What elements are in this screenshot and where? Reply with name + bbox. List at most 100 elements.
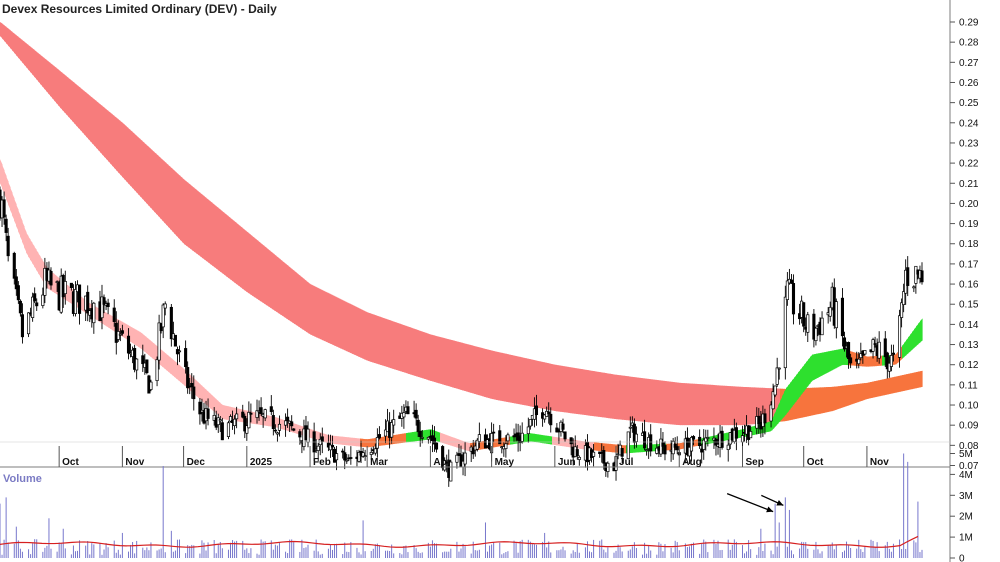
candle-body xyxy=(655,447,659,454)
long-band-segment xyxy=(350,303,353,354)
short-band-segment xyxy=(68,285,71,303)
long-band-segment xyxy=(834,386,837,411)
month-tick-label: Mar xyxy=(370,457,388,468)
candle-body xyxy=(643,431,647,449)
volume-tick-label: 1M xyxy=(959,533,973,544)
short-band-segment xyxy=(238,408,241,422)
long-band-segment xyxy=(266,247,269,307)
long-band-segment xyxy=(700,384,703,426)
long-band-segment xyxy=(836,386,839,410)
long-band-segment xyxy=(448,339,451,387)
candle-body xyxy=(814,327,818,342)
short-band-segment xyxy=(804,362,807,391)
month-tick-label: Feb xyxy=(313,457,331,468)
short-band-segment xyxy=(874,355,877,367)
candle-body xyxy=(286,416,290,421)
long-band-segment xyxy=(500,352,503,401)
short-band-segment xyxy=(198,382,201,400)
long-band-segment xyxy=(82,89,85,135)
short-band-segment xyxy=(346,437,349,446)
long-band-segment xyxy=(274,254,277,312)
short-band-segment xyxy=(806,359,809,389)
long-band-segment xyxy=(692,383,695,426)
short-band-segment xyxy=(510,436,513,445)
long-band-segment xyxy=(418,330,421,378)
long-band-segment xyxy=(460,342,463,391)
month-tick-label: Oct xyxy=(62,457,79,468)
candle-body xyxy=(271,415,275,429)
long-band-segment xyxy=(438,336,441,384)
candle-body xyxy=(463,452,467,465)
long-band-segment xyxy=(442,337,445,385)
long-band-segment xyxy=(54,66,57,103)
candle-body xyxy=(849,357,853,364)
candle-body xyxy=(135,358,139,371)
short-band-segment xyxy=(196,380,199,398)
candle-body xyxy=(112,307,116,322)
short-band-segment xyxy=(22,220,25,248)
long-band-segment xyxy=(154,151,157,214)
long-band-segment xyxy=(504,353,507,402)
short-band-segment xyxy=(902,342,905,359)
candle-body xyxy=(906,267,910,286)
short-band-segment xyxy=(446,434,449,445)
candle-body xyxy=(842,337,847,350)
candle-body xyxy=(443,460,447,471)
short-band-segment xyxy=(136,329,139,347)
candle-body xyxy=(247,412,251,429)
long-band-segment xyxy=(654,379,657,423)
candle-body xyxy=(290,421,294,427)
long-band-segment xyxy=(718,385,721,426)
candle-body xyxy=(277,423,282,431)
long-band-segment xyxy=(264,245,267,305)
long-band-segment xyxy=(402,324,405,373)
candle-body xyxy=(106,302,110,308)
price-tick-label: 0.13 xyxy=(959,340,979,351)
long-band-segment xyxy=(436,335,439,384)
long-band-segment xyxy=(40,54,43,87)
long-band-segment xyxy=(606,373,609,419)
short-band-segment xyxy=(350,437,353,446)
long-band-segment xyxy=(582,369,585,415)
short-band-segment xyxy=(462,440,465,450)
candle-body xyxy=(883,338,887,358)
short-band-segment xyxy=(802,364,805,394)
long-band-segment xyxy=(184,179,187,246)
short-band-segment xyxy=(214,397,217,414)
short-band-segment xyxy=(598,442,601,452)
short-band-segment xyxy=(796,372,799,402)
candle-body xyxy=(543,414,547,420)
short-band-segment xyxy=(148,338,151,357)
long-band-segment xyxy=(886,378,889,395)
price-tick-label: 0.16 xyxy=(959,280,979,291)
volume-panel xyxy=(0,453,923,558)
short-band-segment xyxy=(908,334,911,354)
short-band-segment xyxy=(540,434,543,444)
long-band-segment xyxy=(256,239,259,300)
volume-label: Volume xyxy=(3,473,42,485)
short-band-segment xyxy=(370,438,373,447)
short-band-segment xyxy=(768,421,771,432)
candle-body xyxy=(306,428,310,443)
candle-body xyxy=(549,413,553,426)
long-band-segment xyxy=(632,376,635,421)
long-band-segment xyxy=(142,140,145,201)
short-band-segment xyxy=(8,181,11,210)
candle-body xyxy=(249,412,253,415)
long-band-segment xyxy=(586,369,589,416)
candle-body xyxy=(35,302,39,307)
long-band-segment xyxy=(276,255,279,314)
long-band-segment xyxy=(686,383,689,426)
long-band-segment xyxy=(134,133,137,193)
candle-body xyxy=(912,286,916,289)
long-band-segment xyxy=(92,97,95,146)
month-tick-label: Aug xyxy=(682,457,701,468)
candle-body xyxy=(235,413,239,420)
short-band-segment xyxy=(124,322,127,340)
candle-body xyxy=(477,434,481,442)
price-axis: 0.29 0.28 0.27 0.26 0.25 0.24 0.23 0.22 0.21 0.20… xyxy=(950,18,979,472)
candle-body xyxy=(504,443,508,449)
short-band-segment xyxy=(436,431,439,442)
price-tick-label: 0.15 xyxy=(959,300,979,311)
long-band-segment xyxy=(4,25,7,44)
